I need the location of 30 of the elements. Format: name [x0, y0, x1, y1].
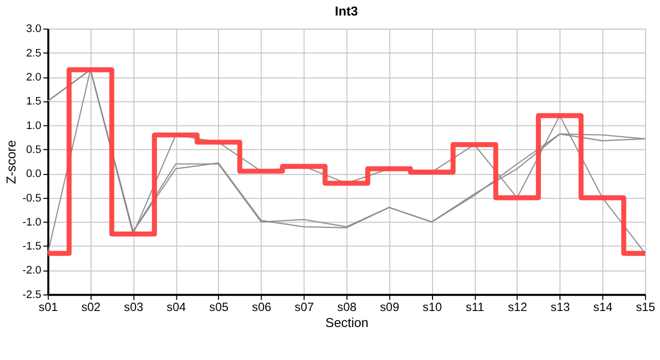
x-tick-label: s07 [294, 300, 314, 314]
x-tick-label: s12 [508, 300, 528, 314]
y-tick-label: -2.5 [22, 288, 42, 301]
y-tick-label: -1.5 [22, 240, 42, 253]
y-axis-title: Z-score [3, 140, 18, 184]
x-axis-title: Section [325, 314, 368, 330]
x-tick-label: s10 [422, 300, 442, 314]
chart-title: Int3 [334, 4, 358, 19]
y-tick-label: 1.0 [26, 120, 42, 132]
y-tick-label: 3.0 [26, 23, 42, 36]
x-tick-label: s02 [81, 300, 101, 314]
y-tick-label: 2.0 [26, 71, 42, 84]
x-tick-label: s04 [166, 300, 186, 314]
y-tick-label: 0.5 [26, 144, 42, 156]
x-tick-label: s13 [550, 300, 570, 314]
y-tick-label: 0.0 [26, 168, 42, 180]
x-tick-label: s06 [252, 300, 272, 314]
y-tick-label: 2.5 [26, 47, 42, 60]
x-tick-label: s01 [38, 300, 58, 314]
x-tick-label: s03 [124, 300, 144, 314]
y-tick-label: -2.0 [22, 264, 42, 277]
x-tick-label: s15 [636, 300, 656, 314]
x-tick-label: s08 [337, 300, 357, 314]
x-tick-label: s11 [466, 300, 484, 314]
x-tick-label: s05 [209, 300, 229, 314]
y-tick-label: -0.5 [22, 192, 42, 204]
x-tick-label: s09 [380, 300, 400, 314]
x-tick-label: s14 [593, 300, 613, 314]
y-tick-label: 1.5 [26, 96, 42, 108]
y-tick-label: -1.0 [22, 216, 42, 228]
